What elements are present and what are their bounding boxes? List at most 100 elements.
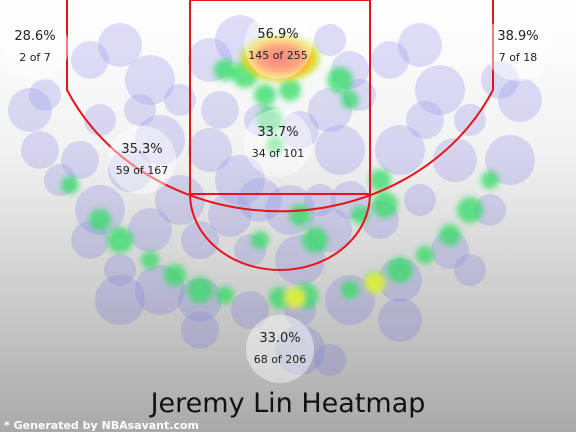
heat-blob-warm (365, 273, 385, 293)
heat-blob-low (201, 91, 239, 129)
heat-blob-low (181, 311, 219, 349)
heat-blob-low (325, 275, 375, 325)
zone-paint-non-ra: 33.7% 34 of 101 (244, 109, 312, 177)
heat-blob-mid (341, 91, 359, 109)
heat-blob-mid (269, 287, 291, 309)
heat-hotspot (240, 34, 320, 82)
heat-blob-low (231, 291, 269, 329)
heat-blob-low (375, 125, 425, 175)
zone-bubble (1, 13, 69, 81)
heat-blob-mid (302, 227, 328, 253)
zone-makes-attempts: 145 of 255 (248, 49, 308, 62)
zone-right-corner-three: 38.9% 7 of 18 (484, 13, 552, 81)
heat-blob-warm (285, 288, 305, 308)
zone-percentage: 33.0% (259, 331, 300, 346)
heat-blob-low (314, 24, 346, 56)
heat-blob-mid (257, 107, 283, 133)
heat-layer-high (240, 34, 320, 82)
heat-blob-low (95, 275, 145, 325)
heat-blob-mid (279, 79, 301, 101)
heat-blob-low (315, 125, 365, 175)
heat-blob-low (498, 78, 542, 122)
heat-blob-low (371, 41, 409, 79)
heat-blob-mid (327, 67, 353, 93)
heat-blob-low (128, 208, 172, 252)
heat-blob-low (98, 23, 142, 67)
zone-makes-attempts: 34 of 101 (252, 147, 305, 160)
heat-blob-low (308, 88, 352, 132)
heat-blob-low (314, 344, 346, 376)
free-throw-circle (189, 193, 371, 271)
heat-blob-low (454, 254, 486, 286)
heat-blob-mid (251, 231, 269, 249)
heat-blob-mid (289, 204, 311, 226)
heat-blob-mid (266, 136, 284, 154)
zone-percentage: 56.9% (257, 27, 298, 42)
heat-blob-mid (214, 59, 236, 81)
court-lines (66, 0, 494, 271)
heat-blob-mid (372, 192, 398, 218)
heat-blob-low (474, 194, 506, 226)
heat-blob-low (188, 128, 232, 172)
heat-blob-low (378, 298, 422, 342)
heat-blob-mid (416, 246, 434, 264)
zone-mid-range: 35.3% 59 of 167 (108, 126, 176, 194)
heat-blob-mid (61, 176, 79, 194)
heat-blob-low (275, 325, 325, 375)
heat-blob-mid (164, 264, 186, 286)
heat-blob-mid (107, 227, 133, 253)
heat-blob-mid (216, 286, 234, 304)
heat-blob-low (454, 104, 486, 136)
heat-blob-low (135, 115, 185, 165)
zone-percentage: 38.9% (497, 29, 538, 44)
zone-bubble (244, 109, 312, 177)
heat-layer-low (8, 15, 542, 376)
heat-blob-mid (341, 281, 359, 299)
zone-left-corner-three: 28.6% 2 of 7 (1, 13, 69, 81)
heat-blob-mid (439, 224, 461, 246)
heat-blob-mid (141, 251, 159, 269)
heat-blob-low (164, 84, 196, 116)
heat-blob-mid (254, 84, 276, 106)
zone-makes-attempts: 68 of 206 (254, 353, 307, 366)
zone-makes-attempts: 59 of 167 (116, 164, 169, 177)
zone-above-break-three: 33.0% 68 of 206 (246, 315, 314, 383)
heat-blob-low (281, 111, 319, 149)
heat-blob-mid (481, 171, 499, 189)
heat-layer-mid (61, 50, 499, 309)
heat-blob-low (125, 55, 175, 105)
zone-bubble (484, 13, 552, 81)
zone-restricted-area: 56.9% 145 of 255 (244, 11, 312, 79)
heat-blob-mid (369, 169, 391, 191)
heat-blob-mid (457, 197, 483, 223)
heat-blob-low (61, 141, 99, 179)
heat-blob-low (404, 184, 436, 216)
zone-percentage: 28.6% (14, 29, 55, 44)
heat-blob-mid (187, 277, 213, 303)
zone-makes-attempts: 2 of 7 (19, 51, 51, 64)
heat-blob-mid (387, 257, 413, 283)
zone-bubble (244, 11, 312, 79)
heat-blob-low (71, 41, 109, 79)
heat-blob-low (433, 138, 477, 182)
zone-percentage: 33.7% (257, 125, 298, 140)
chart-title: Jeremy Lin Heatmap (149, 388, 426, 419)
heat-blob-low (485, 135, 535, 185)
heat-blob-low (21, 131, 59, 169)
heat-blob-mid (89, 209, 111, 231)
heat-blob-low (108, 148, 152, 192)
heat-blob-low (481, 61, 519, 99)
paint-lane (189, 0, 371, 195)
heat-blob-low (29, 79, 61, 111)
zone-labels: 28.6% 2 of 7 38.9% 7 of 18 56.9% 145 of 255 33… (1, 11, 552, 383)
zone-makes-attempts: 7 of 18 (499, 51, 538, 64)
heat-blob-low (215, 155, 265, 205)
footer-credit: * Generated by NBAsavant.com (4, 419, 199, 432)
zone-percentage: 35.3% (121, 142, 162, 157)
heat-blob-low (398, 23, 442, 67)
zone-bubble (108, 126, 176, 194)
heat-blob-low (8, 88, 52, 132)
zone-bubble (246, 315, 314, 383)
